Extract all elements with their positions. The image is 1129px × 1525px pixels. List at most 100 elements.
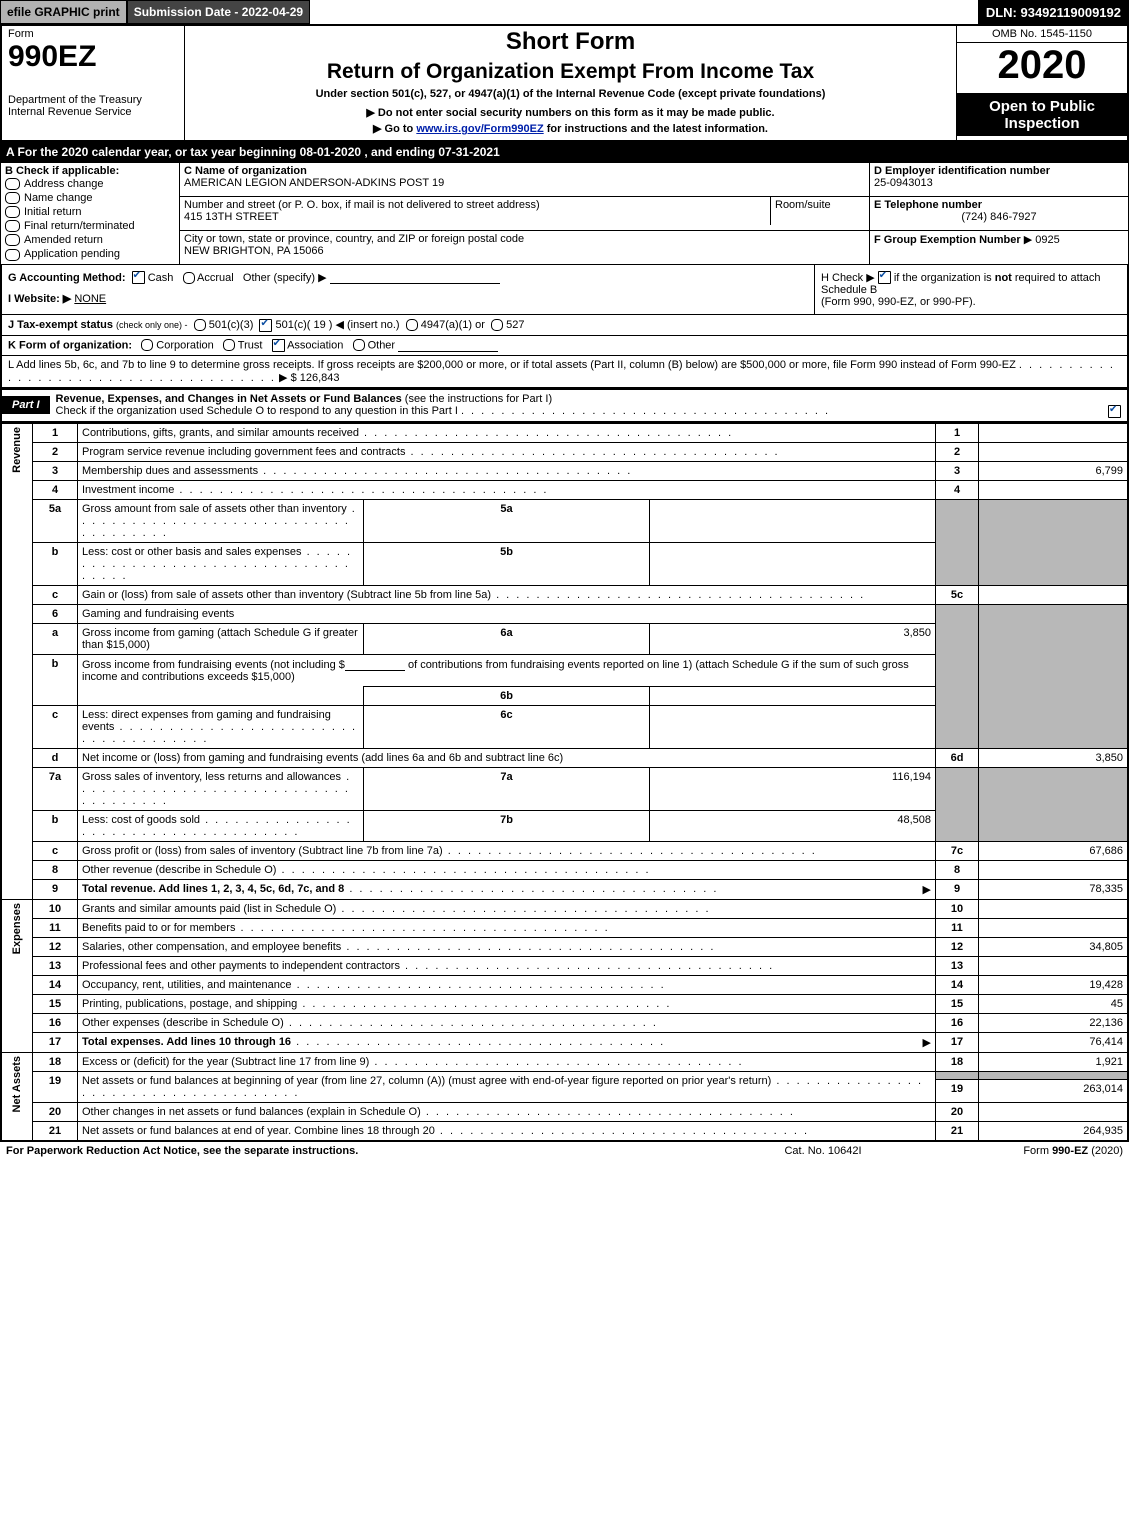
amount (979, 956, 1129, 975)
row-10: Expenses 10 Grants and similar amounts p… (1, 899, 1128, 918)
block-c-name: C Name of organization AMERICAN LEGION A… (180, 163, 870, 197)
chk-trust[interactable] (223, 339, 235, 351)
chk-501c[interactable] (259, 319, 272, 332)
form-word: Form (8, 28, 178, 40)
block-f-label: F Group Exemption Number (874, 234, 1021, 246)
block-d: D Employer identification number 25-0943… (870, 163, 1129, 197)
lineno: a (33, 623, 78, 654)
chk-527[interactable] (491, 319, 503, 331)
chk-other-org[interactable] (353, 339, 365, 351)
opt-4947a1: 4947(a)(1) or (421, 319, 485, 331)
row-16: 16 Other expenses (describe in Schedule … (1, 1013, 1128, 1032)
desc: Gross income from fundraising events (no… (78, 654, 936, 686)
amount (979, 918, 1129, 937)
desc: Grants and similar amounts paid (list in… (78, 899, 936, 918)
org-name-value: AMERICAN LEGION ANDERSON-ADKINS POST 19 (184, 177, 444, 189)
part-i-paren: (see the instructions for Part I) (405, 393, 552, 405)
row-17: 17 Total expenses. Add lines 10 through … (1, 1032, 1128, 1052)
form-number: 990EZ (8, 40, 178, 74)
lineno: b (33, 542, 78, 585)
lineno: 14 (33, 975, 78, 994)
desc: Investment income (78, 480, 936, 499)
efile-print-button[interactable]: efile GRAPHIC print (0, 0, 127, 24)
opt-other-org: Other (368, 339, 396, 351)
lineno: 5a (33, 499, 78, 542)
opt-501c: 501(c)( 19 ) ◀ (insert no.) (276, 319, 400, 331)
line-k: K Form of organization: Corporation Trus… (0, 336, 1129, 356)
chk-501c3[interactable] (194, 319, 206, 331)
footer-catno: Cat. No. 10642I (723, 1145, 923, 1157)
desc: Net income or (loss) from gaming and fun… (78, 748, 936, 767)
top-bar-spacer (310, 0, 978, 24)
grey-cell (979, 767, 1129, 841)
chk-final-return[interactable]: Final return/terminated (5, 219, 175, 233)
line-h-pre: H Check ▶ (821, 272, 878, 284)
block-d-label: D Employer identification number (874, 165, 1050, 177)
amount (979, 860, 1129, 879)
goto-instructions: ▶ Go to www.irs.gov/Form990EZ for instru… (191, 122, 950, 135)
line-l: L Add lines 5b, 6c, and 7b to line 9 to … (0, 356, 1129, 389)
sub-value: 3,850 (650, 623, 936, 654)
sub-value (650, 686, 936, 705)
chk-accrual[interactable] (183, 272, 195, 284)
chk-cash[interactable] (132, 271, 145, 284)
omb-number: OMB No. 1545-1150 (957, 26, 1127, 43)
ssn-warning-text: Do not enter social security numbers on … (378, 107, 775, 119)
lineno: 21 (33, 1121, 78, 1141)
row-6: 6 Gaming and fundraising events (1, 604, 1128, 623)
chk-amended-return[interactable]: Amended return (5, 233, 175, 247)
amount (979, 423, 1129, 443)
chk-address-change[interactable]: Address change (5, 177, 175, 191)
part-i-header: Part I Revenue, Expenses, and Changes in… (0, 389, 1129, 422)
opt-527: 527 (506, 319, 524, 331)
chk-4947a1[interactable] (406, 319, 418, 331)
row-13: 13 Professional fees and other payments … (1, 956, 1128, 975)
line-g-prefix: G Accounting Method: (8, 272, 126, 284)
amount (979, 1102, 1129, 1121)
contributions-input[interactable] (345, 658, 405, 671)
desc: Gross sales of inventory, less returns a… (78, 767, 364, 810)
amount: 78,335 (979, 879, 1129, 899)
amount: 1,921 (979, 1052, 1129, 1071)
part-i-check-line: Check if the organization used Schedule … (56, 405, 458, 417)
side-net-assets: Net Assets (1, 1052, 33, 1141)
lineno: 1 (33, 423, 78, 443)
submission-date-button[interactable]: Submission Date - 2022-04-29 (127, 0, 310, 24)
amount: 263,014 (979, 1080, 1129, 1103)
grey-cell (979, 1071, 1129, 1079)
row-9: 9 Total revenue. Add lines 1, 2, 3, 4, 5… (1, 879, 1128, 899)
desc: Gaming and fundraising events (78, 604, 936, 623)
side-revenue: Revenue (1, 423, 33, 900)
numcol: 17 (936, 1032, 979, 1052)
chk-application-pending[interactable]: Application pending (5, 247, 175, 261)
line-h-mid: if the organization is (894, 272, 995, 284)
instructions-link[interactable]: www.irs.gov/Form990EZ (416, 123, 543, 135)
line-l-text: L Add lines 5b, 6c, and 7b to line 9 to … (8, 359, 1016, 371)
row-4: 4 Investment income 4 (1, 480, 1128, 499)
line-l-value: $ 126,843 (291, 372, 340, 384)
amount: 19,428 (979, 975, 1129, 994)
chk-schedule-b[interactable] (878, 271, 891, 284)
accrual-label: Accrual (197, 272, 234, 284)
lineno: 11 (33, 918, 78, 937)
other-org-input[interactable] (398, 339, 498, 352)
chk-schedule-o-part-i[interactable] (1108, 405, 1121, 418)
numcol: 6d (936, 748, 979, 767)
line-h-post2: (Form 990, 990-EZ, or 990-PF). (821, 296, 976, 308)
numcol: 3 (936, 461, 979, 480)
chk-corporation[interactable] (141, 339, 153, 351)
arrow-right-icon: ▶ (923, 883, 931, 896)
chk-initial-return[interactable]: Initial return (5, 205, 175, 219)
numcol: 7c (936, 841, 979, 860)
desc: Program service revenue including govern… (78, 442, 936, 461)
footer-paperwork: For Paperwork Reduction Act Notice, see … (6, 1145, 723, 1157)
desc: Net assets or fund balances at end of ye… (78, 1121, 936, 1141)
chk-association[interactable] (272, 339, 285, 352)
other-specify-input[interactable] (330, 271, 500, 284)
chk-name-change[interactable]: Name change (5, 191, 175, 205)
opt-corporation: Corporation (156, 339, 213, 351)
lineno: 4 (33, 480, 78, 499)
arrow-right-icon: ▶ (366, 107, 374, 119)
page-footer: For Paperwork Reduction Act Notice, see … (0, 1142, 1129, 1160)
desc: Benefits paid to or for members (78, 918, 936, 937)
